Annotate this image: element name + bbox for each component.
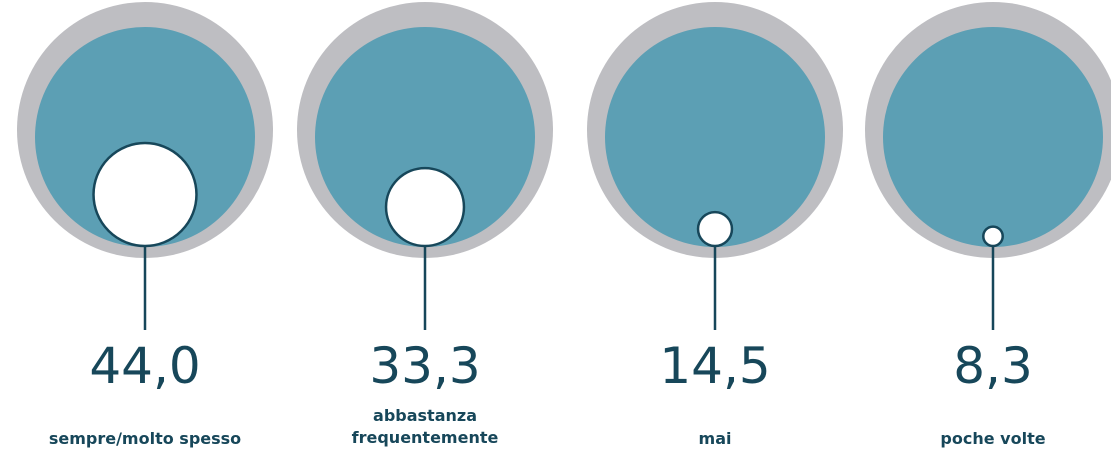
category-label: mai xyxy=(698,429,732,448)
bubble xyxy=(384,166,466,248)
inner-disc xyxy=(605,27,825,247)
category-label: poche volte xyxy=(940,429,1046,448)
category-label: sempre/molto spesso xyxy=(48,429,242,448)
inner-disc xyxy=(35,27,255,247)
bubble xyxy=(982,225,1004,248)
category-label: abbastanza frequentemente xyxy=(351,406,499,447)
value-label: 8,3 xyxy=(953,337,1033,395)
value-label: 44,0 xyxy=(89,337,201,395)
value-label: 14,5 xyxy=(659,337,771,395)
inner-disc xyxy=(315,27,535,247)
inner-disc xyxy=(883,27,1103,247)
bubble xyxy=(92,141,198,248)
bubble xyxy=(696,210,734,248)
value-label: 33,3 xyxy=(369,337,481,395)
